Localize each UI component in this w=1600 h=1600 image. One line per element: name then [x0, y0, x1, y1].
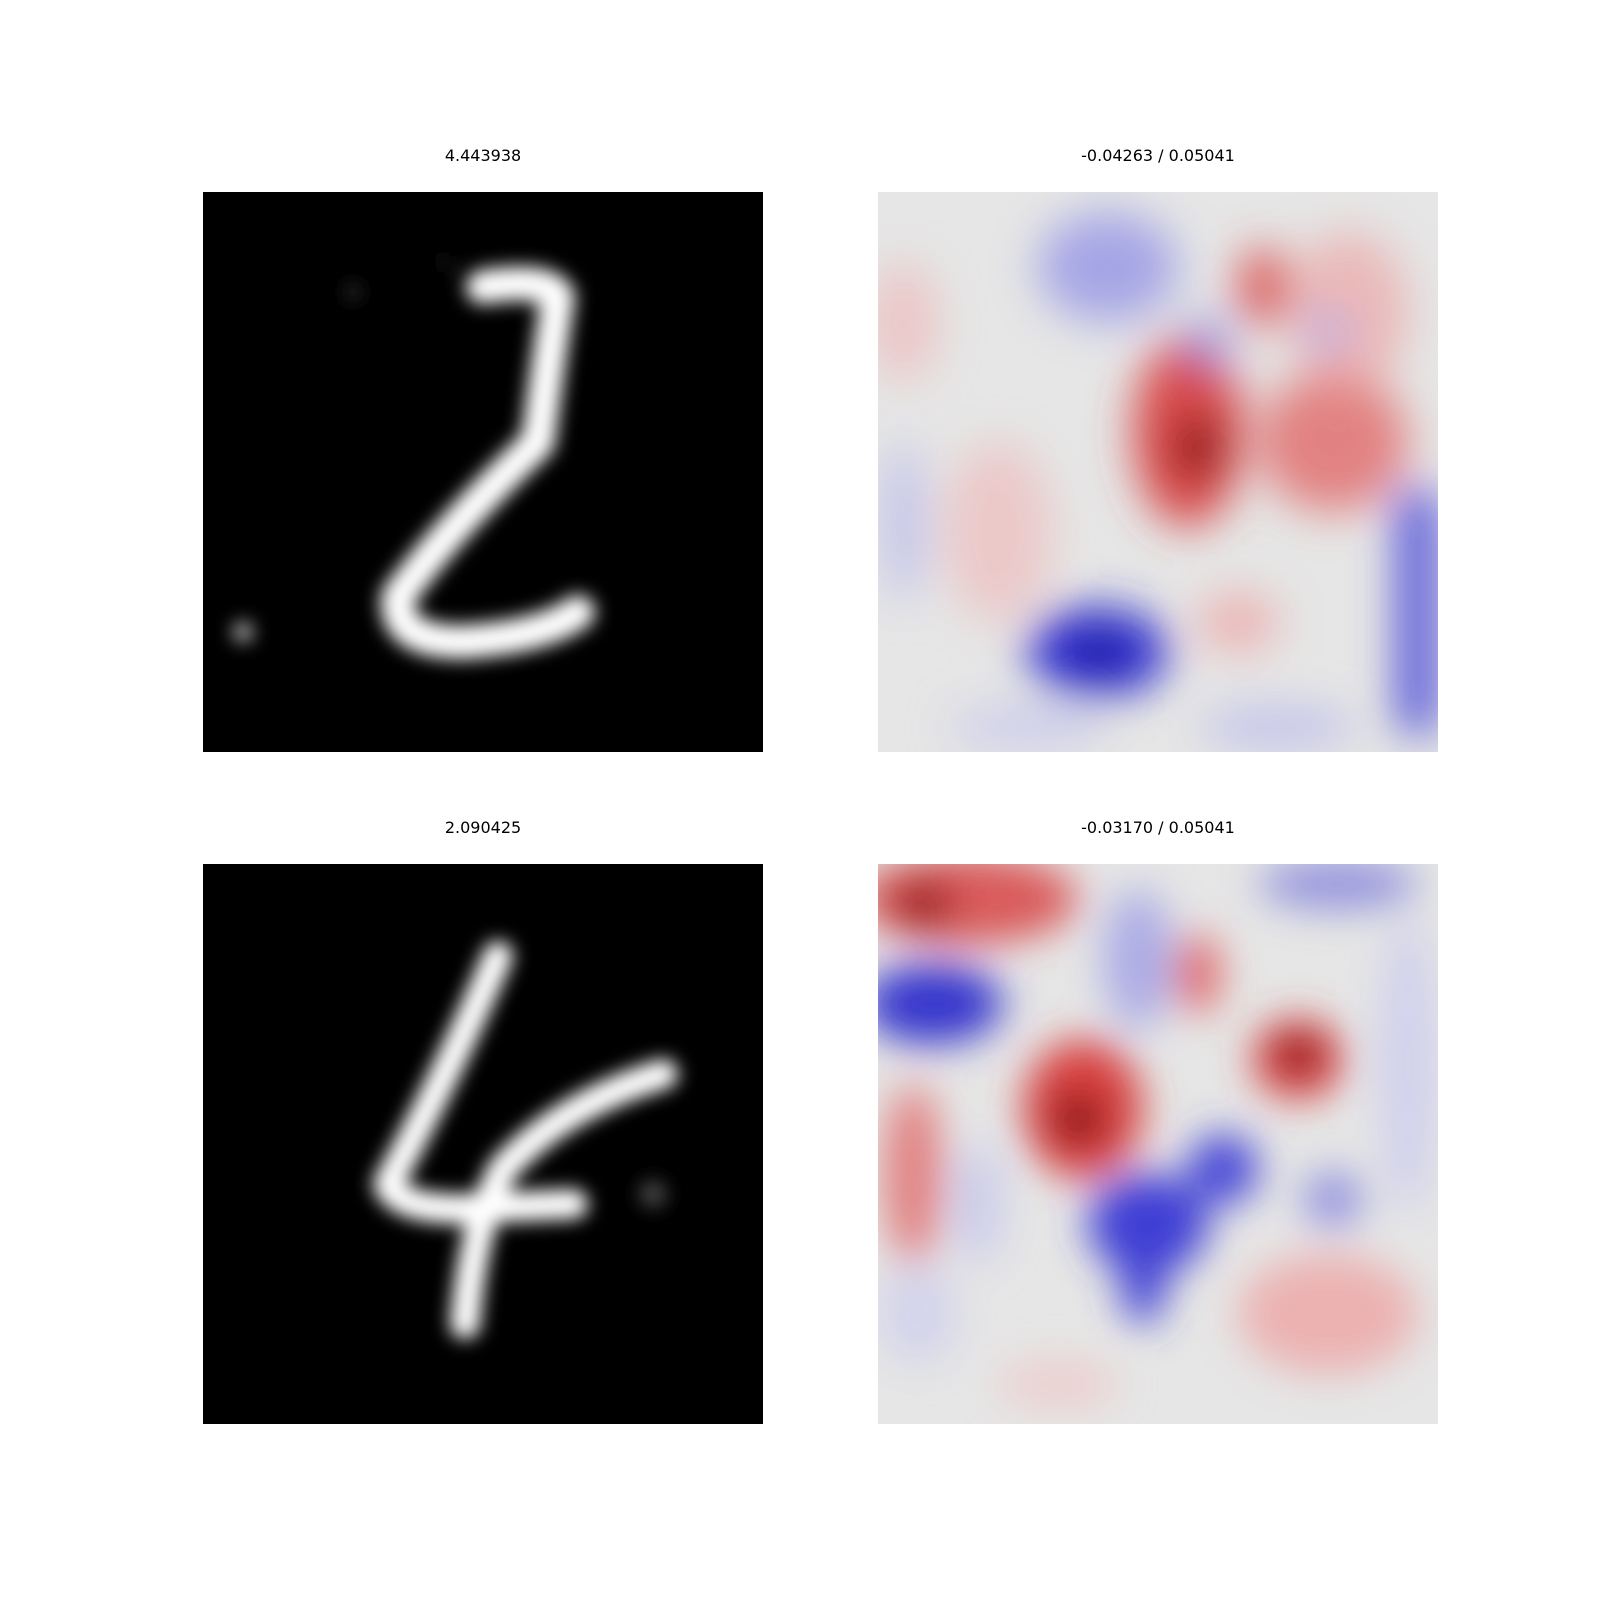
- panel-title-top-left: 4.443938: [444, 146, 522, 165]
- heatmap-bottom-right: [878, 864, 1438, 1424]
- panel-title-bottom-left: 2.090425: [444, 818, 522, 837]
- digit-image-top-left: [203, 192, 763, 752]
- digit-image-bottom-left: [203, 864, 763, 1424]
- panel-title-top-right: -0.04263 / 0.05041: [1081, 146, 1235, 165]
- heatmap-top-right: [878, 192, 1438, 752]
- panel-title-bottom-right: -0.03170 / 0.05041: [1081, 818, 1235, 837]
